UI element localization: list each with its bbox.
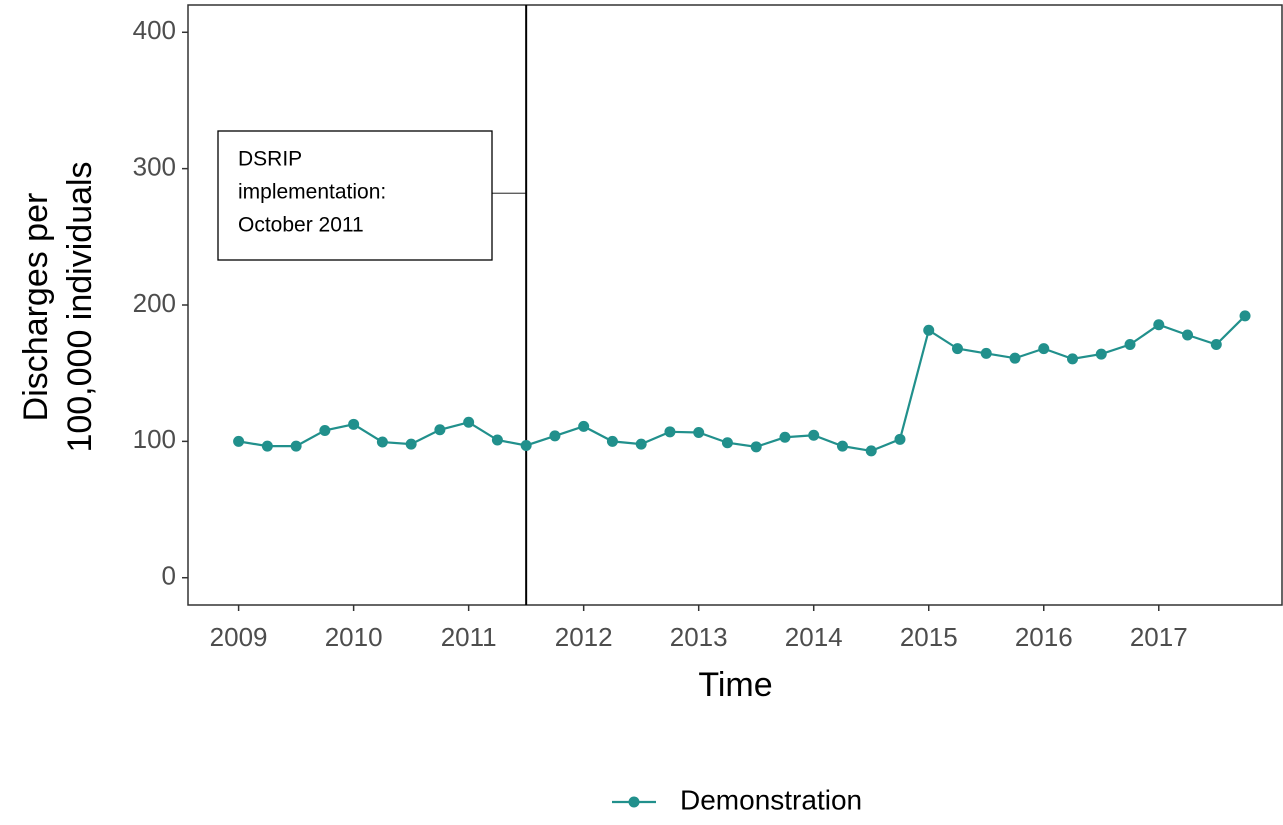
data-point (721, 437, 733, 449)
data-point (520, 439, 532, 451)
data-point (1095, 348, 1107, 360)
legend-marker (628, 796, 640, 808)
annotation-text: implementation: (238, 181, 386, 204)
plot-border (187, 4, 1283, 606)
data-point (1124, 339, 1136, 351)
data-line (238, 315, 1246, 453)
y-tick-label: 200 (133, 288, 176, 318)
data-point (750, 441, 762, 453)
x-tick-label: 2016 (1015, 622, 1073, 652)
y-tick-label: 300 (133, 152, 176, 182)
x-tick-label: 2014 (785, 622, 843, 652)
data-point (233, 435, 245, 447)
annotation-box (217, 130, 493, 261)
data-point (1210, 339, 1222, 351)
x-tick-label: 2011 (441, 622, 497, 652)
annotation-text: DSRIP (238, 148, 302, 171)
data-point (1038, 343, 1050, 355)
legend-label: Demonstration (680, 784, 862, 815)
data-point (808, 429, 820, 441)
data-point (405, 438, 417, 450)
data-point (1239, 310, 1251, 322)
data-point (779, 431, 791, 443)
x-tick-label: 2015 (900, 622, 958, 652)
data-point (290, 440, 302, 452)
data-point (836, 440, 848, 452)
y-axis-label: Discharges per (17, 193, 55, 422)
data-point (664, 426, 676, 438)
data-point (491, 434, 503, 446)
x-tick-label: 2013 (670, 622, 728, 652)
data-point (578, 420, 590, 432)
x-axis-label: Time (698, 666, 772, 704)
data-point (865, 445, 877, 457)
data-point (319, 424, 331, 436)
data-point (894, 433, 906, 445)
data-point (635, 438, 647, 450)
data-point (951, 343, 963, 355)
data-point (463, 416, 475, 428)
data-point (549, 430, 561, 442)
data-point (980, 347, 992, 359)
y-tick-label: 400 (133, 15, 176, 45)
data-point (348, 418, 360, 430)
x-tick-label: 2017 (1130, 622, 1188, 652)
y-tick-label: 0 (162, 561, 176, 591)
x-tick-label: 2009 (210, 622, 268, 652)
data-point (1182, 329, 1194, 341)
data-point (693, 427, 705, 438)
data-point (606, 435, 618, 447)
y-tick-label: 100 (133, 424, 176, 454)
data-point (261, 440, 273, 452)
y-axis-label: 100,000 individuals (61, 161, 99, 452)
x-tick-label: 2012 (555, 622, 613, 652)
data-point (923, 324, 935, 336)
x-tick-label: 2010 (325, 622, 383, 652)
data-point (434, 424, 446, 436)
data-point (1067, 353, 1079, 365)
data-point (1153, 319, 1165, 331)
data-point (1009, 352, 1021, 364)
data-point (376, 436, 388, 448)
annotation-text: October 2011 (238, 214, 364, 237)
